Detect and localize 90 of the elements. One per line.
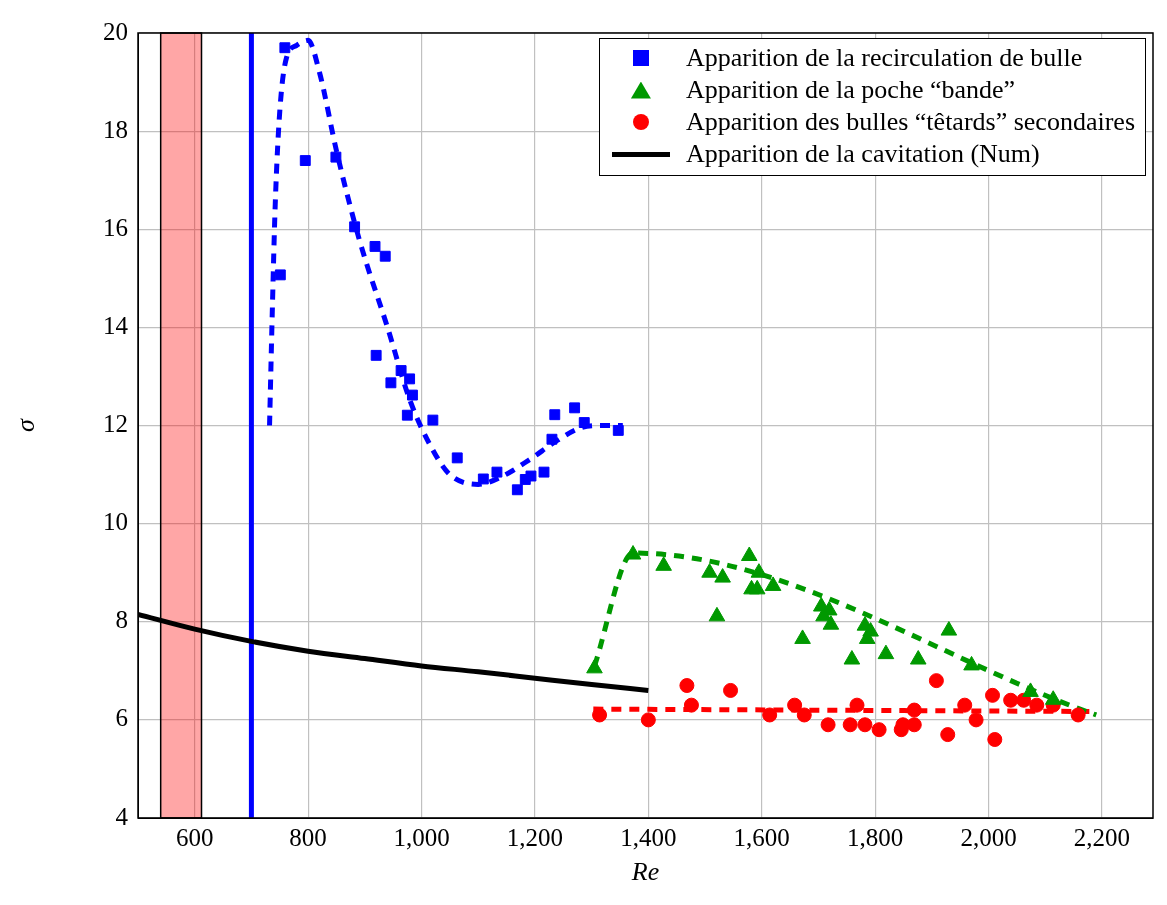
point	[385, 377, 397, 389]
point	[849, 697, 865, 713]
point	[871, 722, 887, 738]
point	[909, 650, 927, 665]
legend-label: Apparition de la recirculation de bulle	[685, 43, 1084, 73]
point	[940, 727, 956, 743]
point	[427, 414, 439, 426]
legend-label: Apparition des bulles “têtards” secondaires	[685, 107, 1135, 137]
point	[877, 644, 895, 660]
point	[370, 349, 382, 361]
point	[708, 606, 726, 622]
point	[655, 556, 672, 571]
point	[525, 470, 537, 482]
point	[1029, 697, 1045, 713]
y-tick-label: 18	[103, 115, 128, 143]
point	[451, 452, 463, 464]
x-tick-label: 1,000	[393, 823, 450, 851]
x-tick-label: 2,000	[960, 823, 1017, 851]
point	[578, 417, 590, 429]
y-tick-label: 16	[103, 213, 128, 241]
point	[906, 717, 922, 733]
point	[569, 402, 581, 414]
point	[538, 466, 550, 478]
point	[546, 433, 558, 445]
point	[395, 365, 407, 376]
y-tick-label: 10	[103, 508, 128, 536]
point	[683, 697, 699, 713]
point	[787, 697, 803, 713]
x-tick-label: 2,200	[1073, 823, 1131, 851]
x-tick-label: 1,400	[620, 823, 677, 851]
point	[985, 687, 1001, 703]
point	[279, 42, 291, 54]
point	[511, 484, 523, 496]
y-tick-label: 8	[115, 606, 128, 634]
point	[586, 658, 603, 674]
legend-label: Apparition de la poche “bande”	[685, 75, 1017, 105]
legend-label: Apparition de la cavitation (Num)	[685, 139, 1041, 169]
point	[1022, 682, 1039, 697]
point	[401, 409, 413, 421]
point	[940, 621, 958, 636]
point	[679, 678, 695, 694]
point	[477, 473, 489, 485]
point	[640, 712, 656, 728]
point	[762, 707, 778, 723]
point	[987, 732, 1003, 747]
point	[843, 650, 861, 665]
point	[906, 702, 922, 718]
point	[723, 682, 739, 698]
point	[842, 717, 858, 733]
point	[407, 389, 418, 401]
y-tick-label: 12	[103, 410, 128, 438]
point	[330, 151, 342, 163]
y-tick-label: 20	[103, 17, 128, 45]
point	[714, 568, 731, 583]
point	[1044, 690, 1062, 705]
point	[404, 373, 416, 385]
point	[957, 697, 973, 713]
point	[820, 717, 836, 733]
point	[549, 409, 561, 421]
y-axis-title: σ	[11, 417, 41, 432]
point	[822, 615, 840, 630]
point	[740, 546, 758, 562]
point	[612, 424, 624, 436]
point	[1003, 692, 1019, 708]
point	[701, 563, 718, 578]
point	[764, 576, 782, 591]
x-tick-label: 800	[289, 823, 327, 851]
x-tick-label: 1,600	[733, 823, 790, 851]
x-tick-label: 1,200	[506, 823, 564, 851]
x-tick-label: 1,800	[847, 823, 904, 851]
point	[743, 579, 760, 595]
y-tick-label: 4	[115, 802, 129, 830]
point	[968, 712, 984, 728]
point	[1070, 707, 1086, 723]
y-tick-label: 6	[115, 704, 128, 732]
point	[349, 221, 361, 233]
point	[299, 155, 311, 167]
point	[592, 707, 608, 723]
point	[379, 250, 391, 262]
point	[928, 673, 944, 689]
point	[963, 655, 980, 671]
x-tick-label: 600	[175, 823, 214, 851]
point	[369, 240, 381, 252]
x-axis-title: Re	[630, 857, 660, 887]
point	[794, 629, 811, 644]
point	[274, 269, 286, 281]
point	[491, 466, 503, 478]
point	[857, 717, 873, 733]
y-tick-label: 14	[103, 311, 129, 339]
point	[796, 707, 812, 723]
